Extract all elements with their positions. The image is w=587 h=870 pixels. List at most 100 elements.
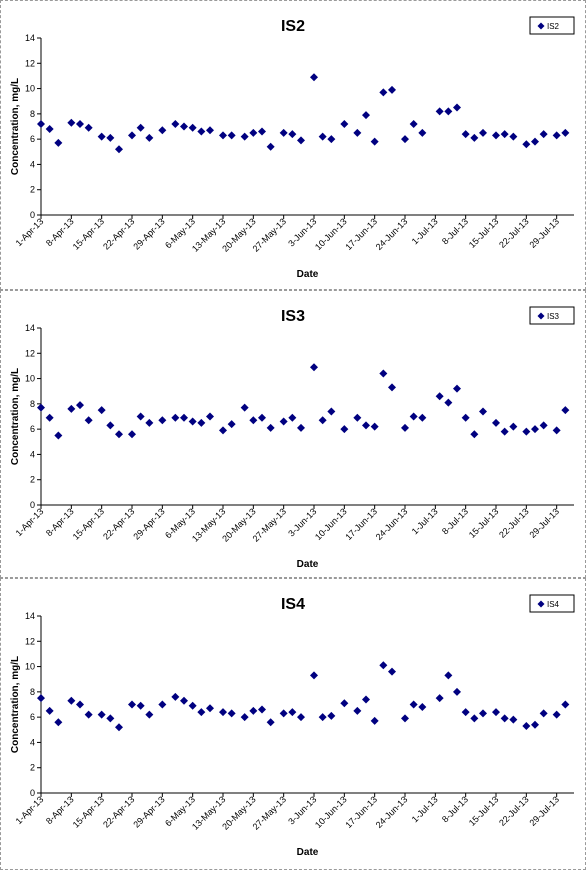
x-tick-label: 22-Jul-13 — [497, 794, 531, 828]
data-point — [409, 700, 418, 709]
data-point — [266, 718, 275, 727]
data-point — [340, 119, 349, 128]
y-tick-label: 0 — [30, 210, 35, 220]
data-point — [67, 404, 76, 413]
data-point — [158, 416, 167, 425]
data-point — [401, 423, 409, 432]
data-point — [353, 706, 362, 715]
x-tick-label: 1-Jul-13 — [410, 794, 440, 824]
data-point — [180, 696, 188, 705]
data-point — [145, 418, 154, 427]
data-point — [479, 407, 487, 416]
data-point — [453, 687, 461, 696]
data-point — [206, 704, 214, 713]
chart-title: IS2 — [281, 18, 305, 35]
data-point — [479, 128, 487, 137]
data-point — [531, 137, 539, 146]
data-point — [435, 694, 444, 703]
data-point — [297, 423, 305, 432]
data-point — [388, 383, 396, 392]
data-point — [362, 111, 370, 120]
legend-box — [529, 306, 575, 325]
y-tick-label: 10 — [25, 84, 35, 94]
data-point — [279, 709, 288, 718]
y-tick-label: 2 — [30, 185, 35, 195]
x-tick-label: 1-Apr-13 — [14, 506, 46, 538]
x-tick-label: 29-Jul-13 — [527, 506, 561, 540]
data-point — [106, 133, 115, 142]
y-tick-label: 4 — [30, 737, 35, 747]
chart-title: IS3 — [281, 308, 305, 325]
data-point — [76, 119, 84, 128]
data-point — [461, 708, 470, 717]
chart-is4: IS4 IS4024681012141-Apr-138-Apr-1315-Apr-… — [10, 594, 575, 858]
data-point — [561, 128, 570, 137]
x-tick-label: 1-Apr-13 — [14, 216, 46, 248]
y-tick-label: 12 — [25, 348, 35, 358]
data-point — [379, 661, 388, 670]
legend-box — [529, 16, 575, 35]
data-point — [197, 418, 206, 427]
y-tick-label: 8 — [30, 687, 35, 697]
data-point — [444, 398, 453, 407]
data-point — [145, 710, 154, 719]
data-point — [115, 723, 123, 732]
data-point — [492, 418, 500, 427]
data-point — [45, 125, 54, 134]
x-tick-label: 29-Apr-13 — [131, 506, 166, 541]
data-point — [240, 403, 249, 412]
data-point — [509, 715, 518, 724]
data-point — [128, 430, 136, 439]
x-tick-label: 22-Apr-13 — [101, 216, 136, 251]
y-axis-label: Concentration, mg/L — [10, 78, 21, 175]
data-point — [370, 422, 379, 431]
data-point — [136, 123, 145, 132]
chart-panel-is3: IS3 IS3 0 2 4 6 8 10 12 14 1-Apr-13 8-Apr-13 15-Apr-… — [0, 290, 586, 578]
data-point — [561, 700, 570, 709]
data-point — [327, 407, 336, 416]
data-point — [539, 709, 548, 718]
data-point — [54, 138, 63, 147]
data-point — [180, 413, 188, 422]
data-point — [240, 713, 249, 722]
data-point — [258, 413, 266, 422]
data-point — [453, 103, 461, 112]
data-point — [115, 145, 123, 154]
y-tick-label: 8 — [30, 109, 35, 119]
x-tick-label: 17-Jun-13 — [343, 794, 379, 830]
data-point — [353, 128, 362, 137]
data-point — [327, 711, 336, 720]
legend-label: IS4 — [547, 600, 560, 609]
data-point — [297, 713, 305, 722]
data-point — [97, 132, 106, 141]
data-point — [266, 142, 275, 151]
x-tick-label: 15-Jul-13 — [467, 506, 501, 540]
data-point — [54, 431, 63, 440]
x-tick-label: 15-Apr-13 — [71, 216, 106, 251]
data-point — [180, 122, 188, 131]
data-point — [552, 710, 561, 719]
y-tick-label: 4 — [30, 449, 35, 459]
x-tick-label: 10-Jun-13 — [313, 216, 349, 252]
x-tick-label: 15-Jul-13 — [467, 794, 501, 828]
data-point — [37, 119, 45, 128]
x-tick-label: 29-Apr-13 — [131, 216, 166, 251]
y-tick-label: 0 — [30, 500, 35, 510]
data-point — [249, 128, 258, 137]
y-tick-label: 12 — [25, 58, 35, 68]
data-point — [288, 708, 297, 717]
data-point — [227, 709, 236, 718]
data-point — [310, 363, 318, 372]
data-point — [318, 713, 327, 722]
data-point — [539, 130, 548, 139]
x-tick-label: 29-Jul-13 — [527, 794, 561, 828]
data-point — [188, 701, 197, 710]
data-point — [370, 716, 379, 725]
data-point — [418, 128, 427, 137]
x-tick-label: 22-Apr-13 — [101, 506, 136, 541]
x-tick-label: 10-Jun-13 — [313, 794, 349, 830]
x-tick-label: 1-Apr-13 — [14, 794, 46, 826]
data-point — [37, 694, 45, 703]
data-point — [158, 126, 167, 135]
x-axis-label: Date — [297, 559, 319, 570]
